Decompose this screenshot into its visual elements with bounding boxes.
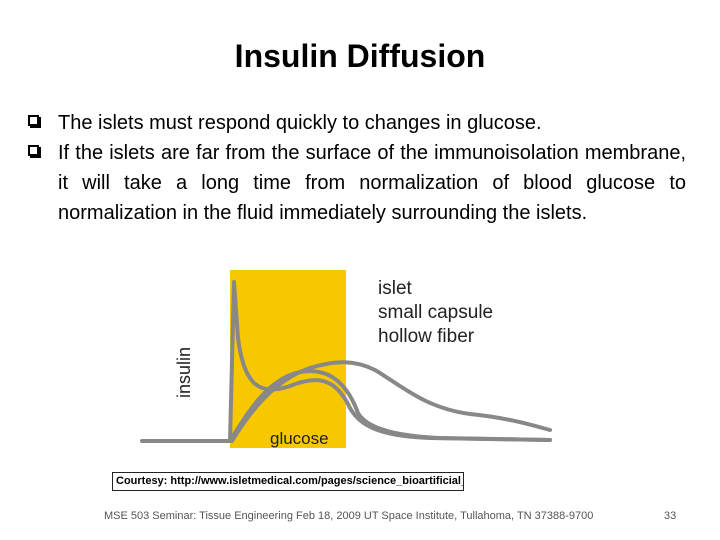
glucose-label: glucose <box>270 429 329 448</box>
bullet-text: If the islets are far from the surface o… <box>58 142 686 224</box>
checkbox-bullet-icon <box>28 145 39 156</box>
bullet-item: The islets must respond quickly to chang… <box>26 108 686 138</box>
bullet-text: The islets must respond quickly to chang… <box>58 112 542 134</box>
y-axis-label: insulin <box>174 347 194 398</box>
checkbox-bullet-icon <box>28 115 39 126</box>
legend-hollow-fiber: hollow fiber <box>378 326 475 347</box>
slide-title: Insulin Diffusion <box>234 38 486 74</box>
legend-islet: islet <box>378 278 413 299</box>
small-capsule-curve <box>228 369 552 443</box>
bullet-list: The islets must respond quickly to chang… <box>26 108 686 228</box>
hollow-fiber-curve <box>230 360 552 443</box>
legend-small-capsule: small capsule <box>378 302 493 323</box>
page-number: 33 <box>664 510 677 522</box>
insulin-response-figure: insulin glucose islet small capsule holl… <box>140 270 552 448</box>
bullet-item: If the islets are far from the surface o… <box>26 138 686 228</box>
slide-footer: MSE 503 Seminar: Tissue Engineering Feb … <box>104 510 594 522</box>
credit-caption: Courtesy: http://www.isletmedical.com/pa… <box>112 472 464 491</box>
